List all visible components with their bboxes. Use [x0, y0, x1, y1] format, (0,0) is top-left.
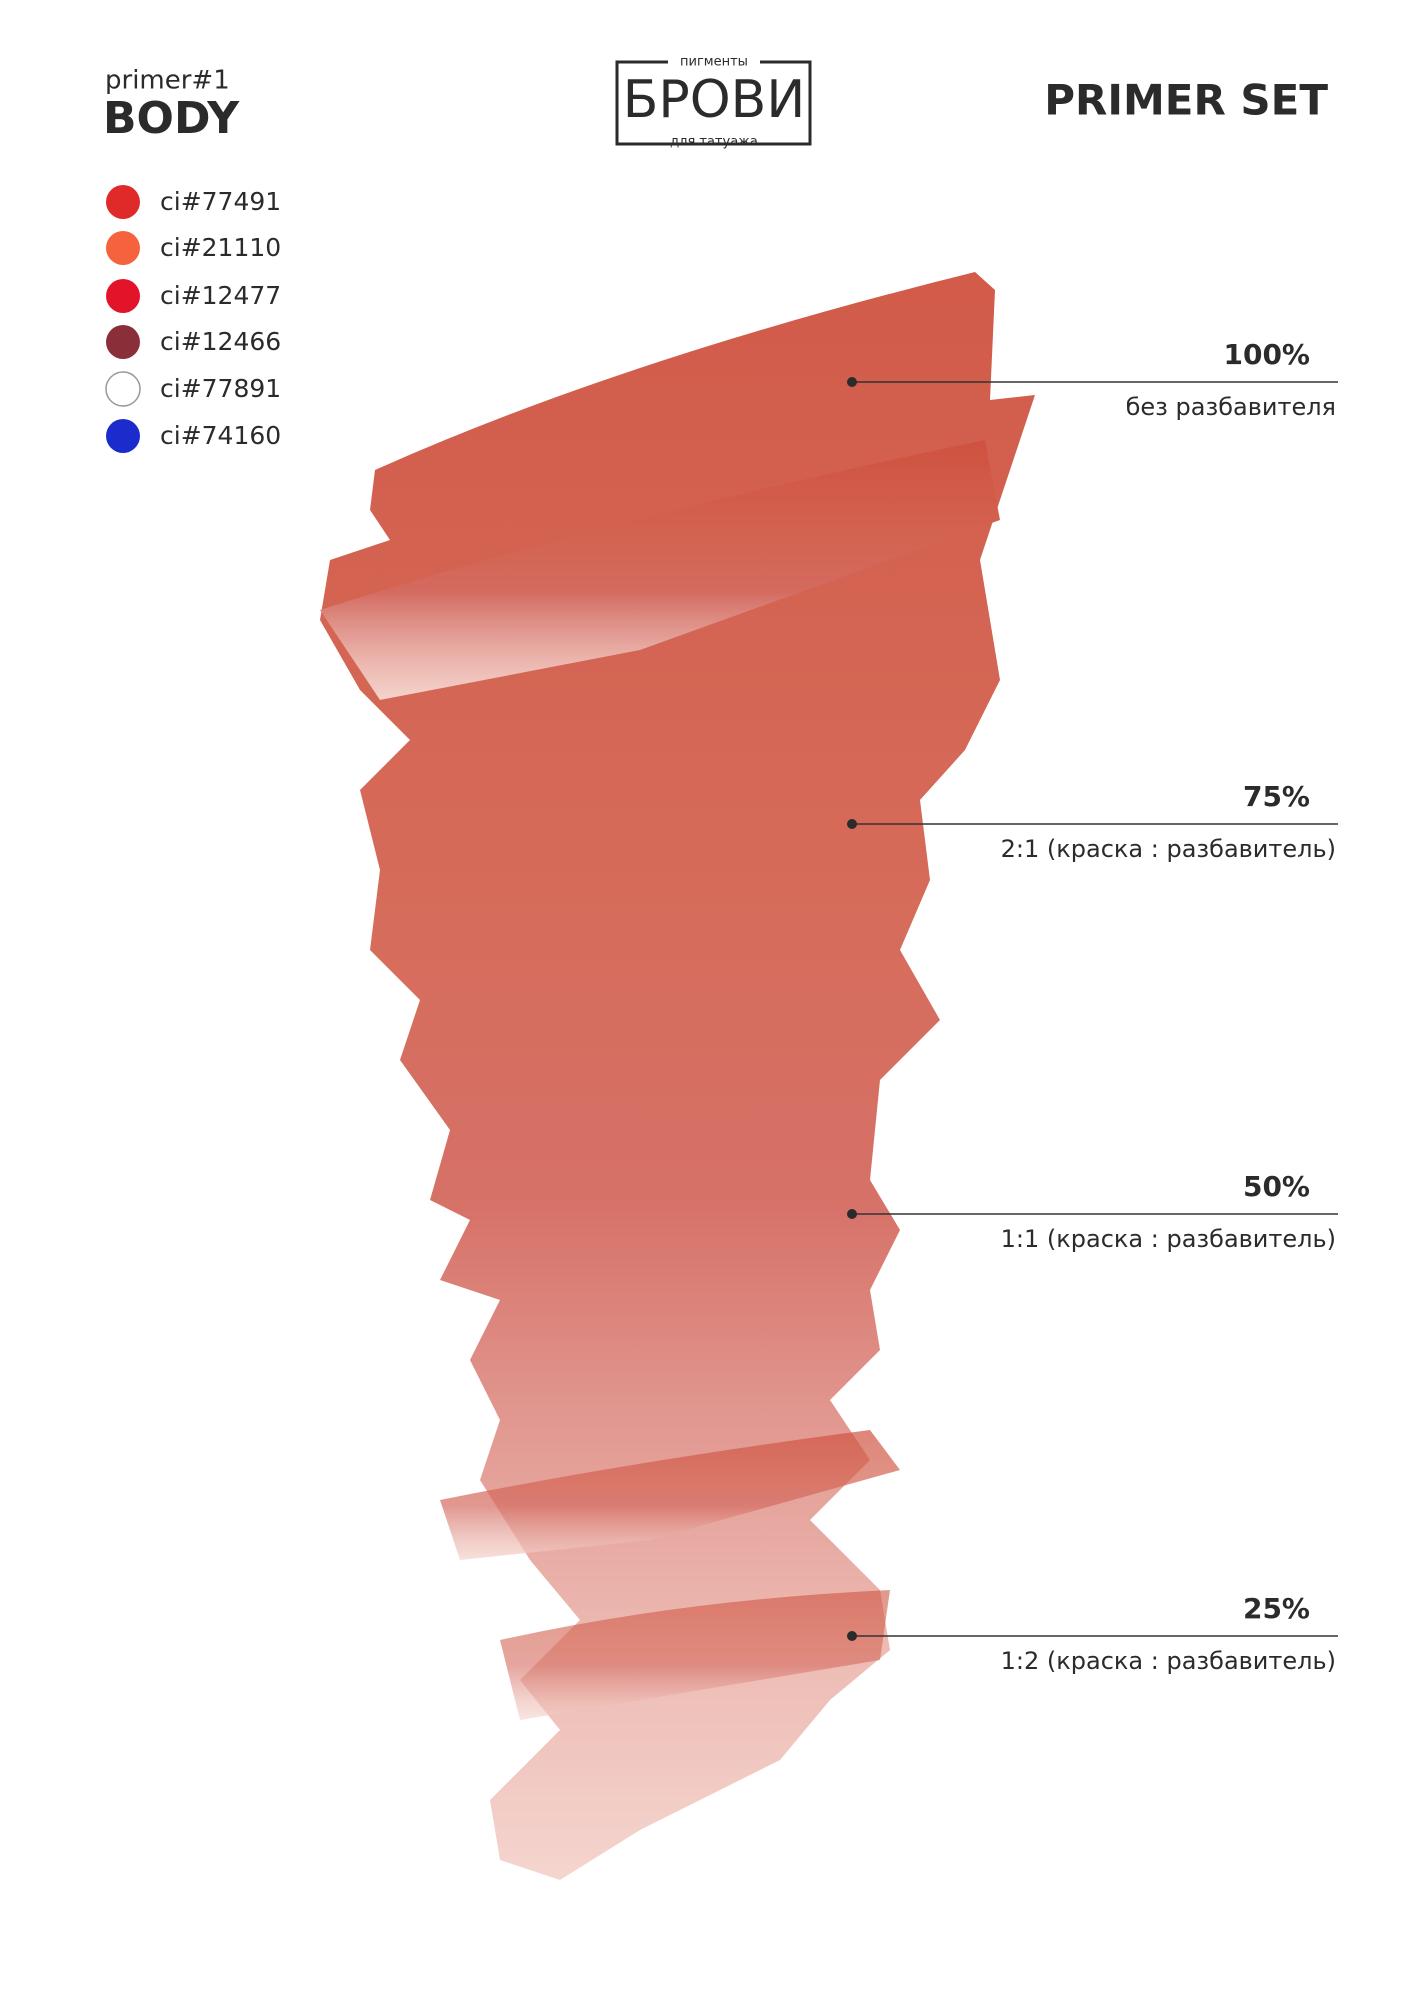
level-percent: 75% — [1243, 780, 1310, 813]
pigment-dot — [105, 371, 141, 407]
logo-top: пигменты — [680, 55, 748, 70]
pigment-dot — [106, 419, 140, 453]
level-note: без разбавителя — [1126, 393, 1336, 421]
pigment-code: ci#77491 — [160, 187, 281, 216]
level-note: 1:2 (краска : разбавитель) — [1001, 1647, 1336, 1675]
level-percent: 50% — [1243, 1170, 1310, 1203]
logo — [615, 60, 812, 146]
pigment-code: ci#77891 — [160, 374, 281, 403]
pigment-code: ci#74160 — [160, 421, 281, 450]
leader-dot — [847, 1209, 857, 1219]
pigment-dot — [106, 185, 140, 219]
paint-swatch — [320, 272, 1035, 1880]
primer-label: primer#1 — [105, 66, 230, 96]
leader-dot — [847, 1631, 857, 1641]
level-percent: 100% — [1223, 338, 1310, 371]
leader-dot — [847, 819, 857, 829]
level-note: 1:1 (краска : разбавитель) — [1001, 1225, 1336, 1253]
level-percent: 25% — [1243, 1592, 1310, 1625]
product-name: BODY — [103, 93, 240, 144]
set-title: PRIMER SET — [1044, 76, 1328, 125]
logo-frame — [615, 60, 812, 146]
pigment-dot — [106, 279, 140, 313]
pigment-dot — [106, 231, 140, 265]
pigment-code: ci#12466 — [160, 327, 281, 356]
pigment-dot — [106, 325, 140, 359]
pigment-code: ci#21110 — [160, 233, 281, 262]
logo-bottom: для татуажа — [670, 135, 758, 150]
leader-dot — [847, 377, 857, 387]
level-note: 2:1 (краска : разбавитель) — [1001, 835, 1336, 863]
logo-main: БРОВИ — [623, 70, 806, 130]
pigment-code: ci#12477 — [160, 281, 281, 310]
